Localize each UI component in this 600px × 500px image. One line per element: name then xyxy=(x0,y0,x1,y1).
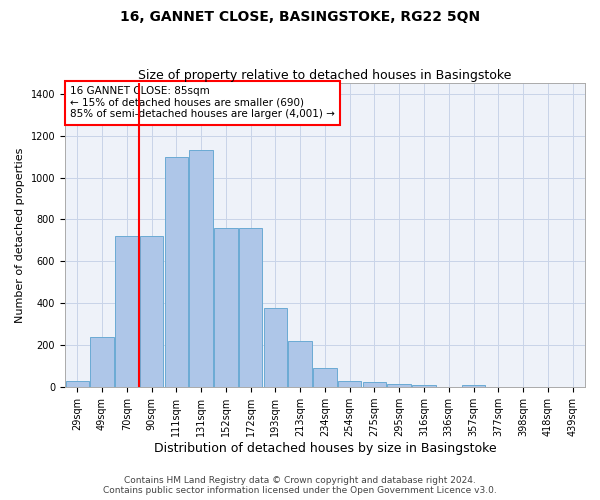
Text: 16 GANNET CLOSE: 85sqm
← 15% of detached houses are smaller (690)
85% of semi-de: 16 GANNET CLOSE: 85sqm ← 15% of detached… xyxy=(70,86,335,120)
Title: Size of property relative to detached houses in Basingstoke: Size of property relative to detached ho… xyxy=(138,69,512,82)
Bar xyxy=(239,228,262,387)
Bar xyxy=(90,337,114,387)
Bar xyxy=(164,156,188,387)
Bar xyxy=(313,368,337,387)
X-axis label: Distribution of detached houses by size in Basingstoke: Distribution of detached houses by size … xyxy=(154,442,496,455)
Y-axis label: Number of detached properties: Number of detached properties xyxy=(15,148,25,323)
Bar xyxy=(190,150,213,387)
Bar xyxy=(140,236,163,387)
Bar xyxy=(338,381,361,387)
Bar xyxy=(388,384,411,387)
Bar xyxy=(462,385,485,387)
Text: Contains HM Land Registry data © Crown copyright and database right 2024.
Contai: Contains HM Land Registry data © Crown c… xyxy=(103,476,497,495)
Bar xyxy=(289,341,312,387)
Bar xyxy=(263,308,287,387)
Bar xyxy=(214,228,238,387)
Bar xyxy=(363,382,386,387)
Bar xyxy=(412,385,436,387)
Bar xyxy=(115,236,139,387)
Bar xyxy=(65,381,89,387)
Text: 16, GANNET CLOSE, BASINGSTOKE, RG22 5QN: 16, GANNET CLOSE, BASINGSTOKE, RG22 5QN xyxy=(120,10,480,24)
